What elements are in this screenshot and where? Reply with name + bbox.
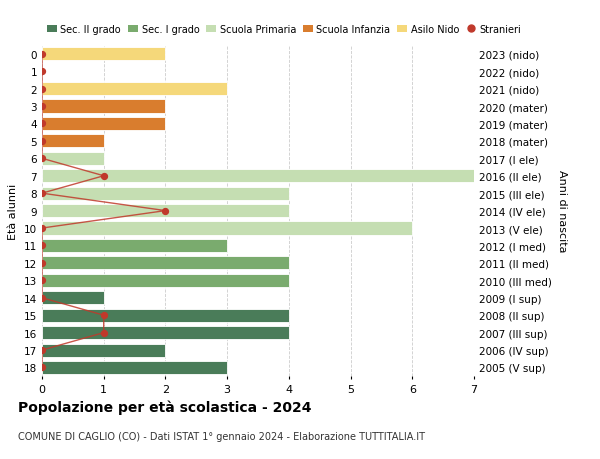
Point [37,86,47,93]
Point [37,121,47,128]
Bar [42,257,289,270]
Point [37,68,47,76]
Point [37,103,47,111]
Point [37,277,47,285]
Point [37,225,47,232]
Bar [42,100,166,113]
Bar [42,187,289,200]
Text: Popolazione per età scolastica - 2024: Popolazione per età scolastica - 2024 [18,399,311,414]
Legend: Sec. II grado, Sec. I grado, Scuola Primaria, Scuola Infanzia, Asilo Nido, Stran: Sec. II grado, Sec. I grado, Scuola Prim… [47,24,521,34]
Point [37,294,47,302]
Point [37,155,47,162]
Bar [42,205,289,218]
Bar [42,118,166,131]
Point [37,190,47,197]
Bar [42,309,289,322]
Point [99,329,109,336]
Point [37,260,47,267]
Bar [42,326,289,339]
Point [99,173,109,180]
Bar [42,48,166,61]
Y-axis label: Età alunni: Età alunni [8,183,19,239]
Point [37,138,47,145]
Y-axis label: Anni di nascita: Anni di nascita [557,170,567,252]
Bar [42,83,227,96]
Bar [42,170,474,183]
Bar [42,274,289,287]
Text: COMUNE DI CAGLIO (CO) - Dati ISTAT 1° gennaio 2024 - Elaborazione TUTTITALIA.IT: COMUNE DI CAGLIO (CO) - Dati ISTAT 1° ge… [18,431,425,442]
Bar [42,222,412,235]
Point [37,242,47,250]
Bar [42,361,227,374]
Point [99,312,109,319]
Bar [42,152,104,166]
Point [37,51,47,58]
Point [37,364,47,371]
Bar [42,344,166,357]
Bar [42,240,227,252]
Bar [42,135,104,148]
Point [161,207,170,215]
Point [37,347,47,354]
Bar [42,291,104,305]
